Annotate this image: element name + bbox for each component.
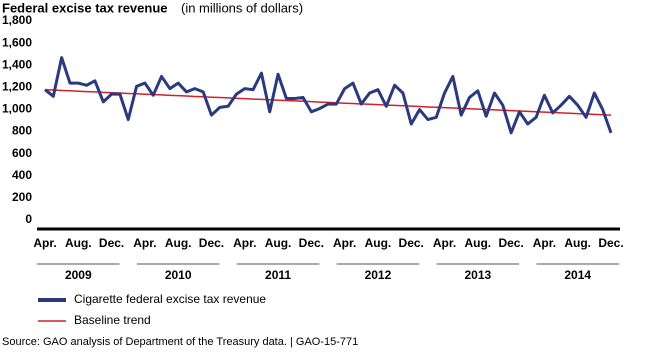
x-tick-label: Apr. [333,236,356,250]
x-tick-label: Dec. [498,236,523,250]
y-tick-label: 1,400 [2,57,32,71]
year-label: 2012 [365,268,392,282]
source-note: Source: GAO analysis of Department of th… [2,336,358,348]
x-tick-label: Aug. [365,236,392,250]
legend-label: Cigarette federal excise tax revenue [74,292,266,306]
y-tick-label: 1,600 [2,35,32,49]
x-tick-label: Apr. [533,236,556,250]
y-tick-label: 400 [12,168,32,182]
year-label: 2013 [464,268,491,282]
x-tick-label: Apr. [233,236,256,250]
y-tick-label: 1,200 [2,80,32,94]
x-tick-label: Aug. [265,236,292,250]
legend-label: Baseline trend [74,313,151,327]
y-tick-label: 800 [12,124,32,138]
x-tick-label: Dec. [399,236,424,250]
x-tick-label: Dec. [598,236,623,250]
y-tick-label: 600 [12,146,32,160]
year-label: 2009 [65,268,92,282]
x-tick-label: Apr. [433,236,456,250]
y-tick-label: 1,800 [2,13,32,27]
year-label: 2011 [265,268,291,282]
year-label: 2010 [165,268,192,282]
x-tick-label: Dec. [99,236,124,250]
x-tick-label: Dec. [299,236,324,250]
x-tick-label: Aug. [564,236,591,250]
y-tick-label: 1,000 [2,102,32,116]
x-tick-label: Apr. [133,236,156,250]
year-label: 2014 [564,268,591,282]
x-tick-label: Aug. [65,236,92,250]
x-tick-label: Dec. [199,236,224,250]
y-tick-label: 0 [25,212,32,226]
y-tick-label: 200 [12,190,32,204]
data-line [44,56,613,135]
trend-line [44,88,612,116]
x-tick-label: Aug. [464,236,491,250]
x-tick-label: Aug. [165,236,192,250]
chart-subtitle: (in millions of dollars) [181,0,303,15]
x-tick-label: Apr. [33,236,56,250]
chart-title: Federal excise tax revenue [2,0,168,15]
